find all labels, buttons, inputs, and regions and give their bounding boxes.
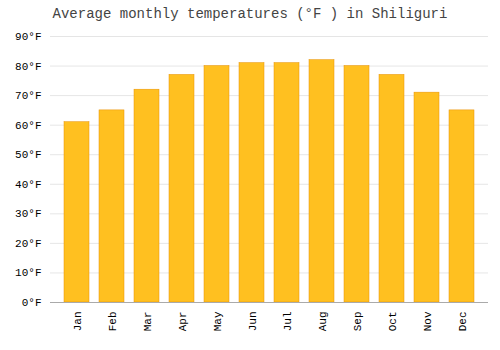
svg-text:Nov: Nov bbox=[422, 311, 434, 331]
svg-text:20°F: 20°F bbox=[15, 238, 41, 250]
svg-text:Mar: Mar bbox=[142, 312, 154, 332]
svg-text:60°F: 60°F bbox=[15, 120, 41, 132]
svg-text:Dec: Dec bbox=[457, 312, 469, 332]
svg-text:10°F: 10°F bbox=[15, 267, 41, 279]
svg-text:80°F: 80°F bbox=[15, 61, 41, 73]
svg-text:Jul: Jul bbox=[282, 312, 294, 332]
svg-text:Jan: Jan bbox=[72, 312, 84, 332]
svg-text:Aug: Aug bbox=[317, 312, 329, 332]
svg-text:50°F: 50°F bbox=[15, 149, 41, 161]
svg-text:Feb: Feb bbox=[107, 312, 119, 332]
svg-text:90°F: 90°F bbox=[15, 31, 41, 43]
html-text:Average monthly temperatures (: Average monthly temperatures (°F ) in Sh… bbox=[52, 6, 448, 22]
svg-text:Sep: Sep bbox=[352, 312, 364, 332]
svg-text:May: May bbox=[212, 311, 224, 331]
svg-text:0°F: 0°F bbox=[22, 297, 42, 309]
svg-text:Jun: Jun bbox=[247, 312, 259, 332]
svg-text:Apr: Apr bbox=[177, 312, 189, 332]
svg-text:40°F: 40°F bbox=[15, 179, 41, 191]
svg-text:30°F: 30°F bbox=[15, 208, 41, 220]
svg-text:Oct: Oct bbox=[387, 312, 399, 332]
svg-text:70°F: 70°F bbox=[15, 90, 41, 102]
